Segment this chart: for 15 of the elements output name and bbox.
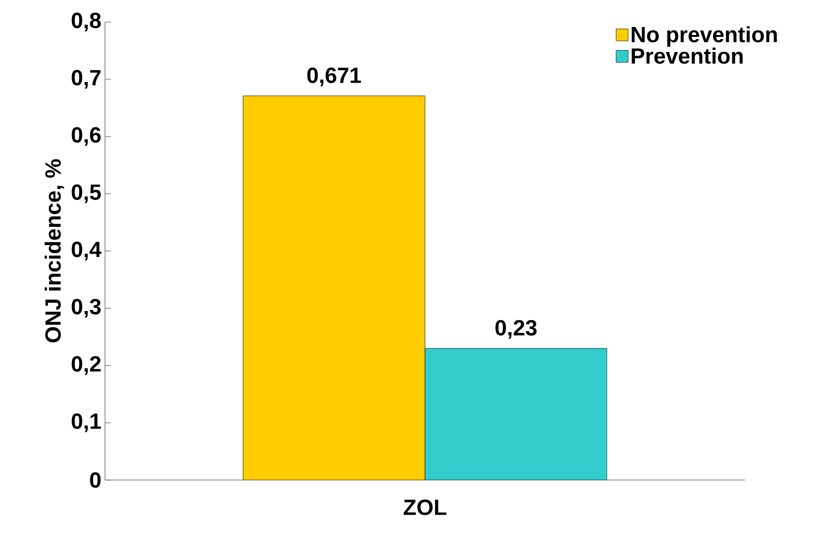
y-tick-label: 0,1 — [72, 413, 101, 432]
y-tick-label: 0,8 — [72, 12, 101, 32]
y-tick-label: 0,2 — [72, 356, 101, 375]
legend-label: No prevention — [632, 26, 777, 47]
y-tick-label: 0 — [90, 472, 101, 488]
y-tick-label: 0,4 — [72, 242, 102, 260]
y-tick-label: 0,5 — [72, 184, 101, 204]
legend-label: Prevention — [632, 48, 743, 64]
data-label: 0,23 — [495, 320, 537, 339]
data-label: 0,671 — [307, 68, 361, 86]
x-tick-label: ZOL — [404, 500, 446, 516]
y-tick-label: 0,7 — [72, 70, 101, 89]
y-tick-label: 0,6 — [72, 127, 101, 146]
y-axis-title: ONJ incidence, % — [44, 159, 64, 342]
y-tick-label: 0,3 — [72, 298, 101, 318]
